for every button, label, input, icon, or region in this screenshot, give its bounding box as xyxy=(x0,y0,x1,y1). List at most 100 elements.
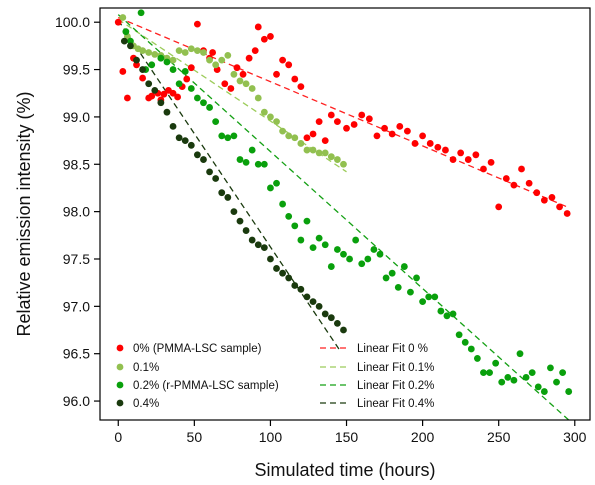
data-point-s2-12 xyxy=(200,99,207,107)
data-point-s1-16 xyxy=(212,61,220,69)
x-tick-label-1: 50 xyxy=(187,429,203,445)
data-point-s0-50 xyxy=(403,127,411,135)
data-point-s0-12 xyxy=(169,89,177,97)
data-point-s2-18 xyxy=(236,156,244,163)
data-point-s0-59 xyxy=(472,151,480,159)
data-point-s1-22 xyxy=(248,85,256,92)
data-point-s0-43 xyxy=(350,121,358,128)
data-point-s0-41 xyxy=(333,118,341,126)
data-point-s2-6 xyxy=(163,58,171,66)
data-point-s0-38 xyxy=(315,118,323,126)
data-point-s0-33 xyxy=(285,61,293,69)
data-point-s3-5 xyxy=(151,87,159,94)
data-point-s0-39 xyxy=(321,137,329,144)
data-point-s0-24 xyxy=(233,64,241,72)
data-point-s2-34 xyxy=(333,246,341,253)
data-point-s0-27 xyxy=(251,47,259,55)
data-point-s1-33 xyxy=(315,149,323,157)
data-point-s1-19 xyxy=(230,70,238,78)
data-point-s0-15 xyxy=(183,75,191,83)
legend-marker-3 xyxy=(116,399,124,407)
data-point-s2-36 xyxy=(346,255,353,263)
data-point-s2-38 xyxy=(358,260,366,268)
data-points xyxy=(114,9,573,395)
data-point-s2-21 xyxy=(254,160,262,168)
data-point-s3-36 xyxy=(340,326,347,334)
data-point-s2-65 xyxy=(522,373,530,381)
data-point-s3-16 xyxy=(218,189,226,197)
data-point-s0-17 xyxy=(193,20,201,28)
data-point-s2-67 xyxy=(534,383,542,391)
data-point-s3-31 xyxy=(309,298,317,306)
data-point-s2-22 xyxy=(260,160,268,168)
data-point-s0-63 xyxy=(502,175,510,182)
data-point-s3-22 xyxy=(254,241,262,249)
legend: 0% (PMMA-LSC sample) 0.1% 0.2% (r-PMMA-LSC… xyxy=(116,343,434,410)
data-point-s2-43 xyxy=(388,269,396,277)
data-point-s2-42 xyxy=(382,274,390,282)
data-point-s2-62 xyxy=(504,373,512,381)
data-point-s3-18 xyxy=(230,208,238,216)
data-point-s1-14 xyxy=(200,49,207,56)
data-point-s3-23 xyxy=(260,244,268,252)
data-point-s2-25 xyxy=(279,200,287,208)
fit-lines xyxy=(117,14,570,421)
data-point-s0-71 xyxy=(563,210,571,217)
data-point-s1-26 xyxy=(273,118,280,126)
data-point-s2-13 xyxy=(206,104,213,111)
data-point-s1-28 xyxy=(285,132,293,140)
data-point-s0-62 xyxy=(495,203,503,211)
data-point-s1-12 xyxy=(187,45,195,53)
data-point-s3-34 xyxy=(327,314,335,322)
legend-label-2: 0.2% (r-PMMA-LSC sample) xyxy=(133,380,279,392)
data-point-s2-49 xyxy=(425,293,433,301)
data-point-s2-50 xyxy=(431,293,439,301)
data-point-s2-0 xyxy=(122,28,130,36)
data-point-s2-16 xyxy=(224,134,232,142)
data-point-s0-54 xyxy=(434,143,442,151)
data-point-s0-70 xyxy=(556,203,563,211)
data-point-s3-25 xyxy=(273,265,280,272)
plot-frame xyxy=(99,7,591,421)
data-point-s0-67 xyxy=(533,189,541,197)
data-point-s1-5 xyxy=(145,49,153,56)
y-tick-label-3: 97.5 xyxy=(63,251,90,267)
y-tick-label-1: 96.5 xyxy=(63,346,90,362)
data-point-s0-58 xyxy=(464,156,472,163)
data-point-s2-45 xyxy=(400,263,408,270)
data-point-s2-66 xyxy=(528,369,536,377)
data-point-s2-7 xyxy=(169,66,177,73)
data-point-s0-31 xyxy=(273,70,280,78)
data-point-s2-72 xyxy=(565,388,573,395)
data-point-s2-57 xyxy=(473,355,481,362)
data-point-s1-34 xyxy=(321,149,329,157)
data-point-s0-60 xyxy=(480,165,487,173)
data-point-s0-37 xyxy=(309,130,317,138)
data-point-s1-0 xyxy=(119,14,127,21)
data-point-s0-1 xyxy=(119,68,127,75)
data-point-s1-4 xyxy=(139,47,147,55)
data-point-s2-33 xyxy=(327,263,335,270)
legend-fit-label-0: Linear Fit 0 % xyxy=(357,343,428,355)
data-point-s1-27 xyxy=(279,127,287,135)
data-point-s0-65 xyxy=(518,165,525,173)
data-point-s2-54 xyxy=(455,331,463,339)
data-point-s1-20 xyxy=(236,77,244,85)
data-point-s2-5 xyxy=(157,54,165,62)
data-point-s3-32 xyxy=(315,302,323,310)
data-point-s2-32 xyxy=(321,241,329,249)
data-point-s0-68 xyxy=(540,196,548,204)
y-tick-label-0: 96.0 xyxy=(63,393,90,409)
data-point-s0-45 xyxy=(365,115,373,123)
data-point-s2-47 xyxy=(413,274,420,282)
data-point-s2-30 xyxy=(309,244,317,252)
legend-fit-label-1: Linear Fit 0.1% xyxy=(357,362,434,374)
data-point-s1-23 xyxy=(254,94,262,102)
data-point-s1-11 xyxy=(181,49,189,56)
fit-line-0 xyxy=(118,16,568,208)
data-point-s3-11 xyxy=(187,141,195,149)
y-tick-label-7: 99.5 xyxy=(63,62,90,78)
data-point-s0-61 xyxy=(487,158,495,166)
data-point-s1-21 xyxy=(242,80,250,88)
data-point-s0-35 xyxy=(297,83,305,91)
